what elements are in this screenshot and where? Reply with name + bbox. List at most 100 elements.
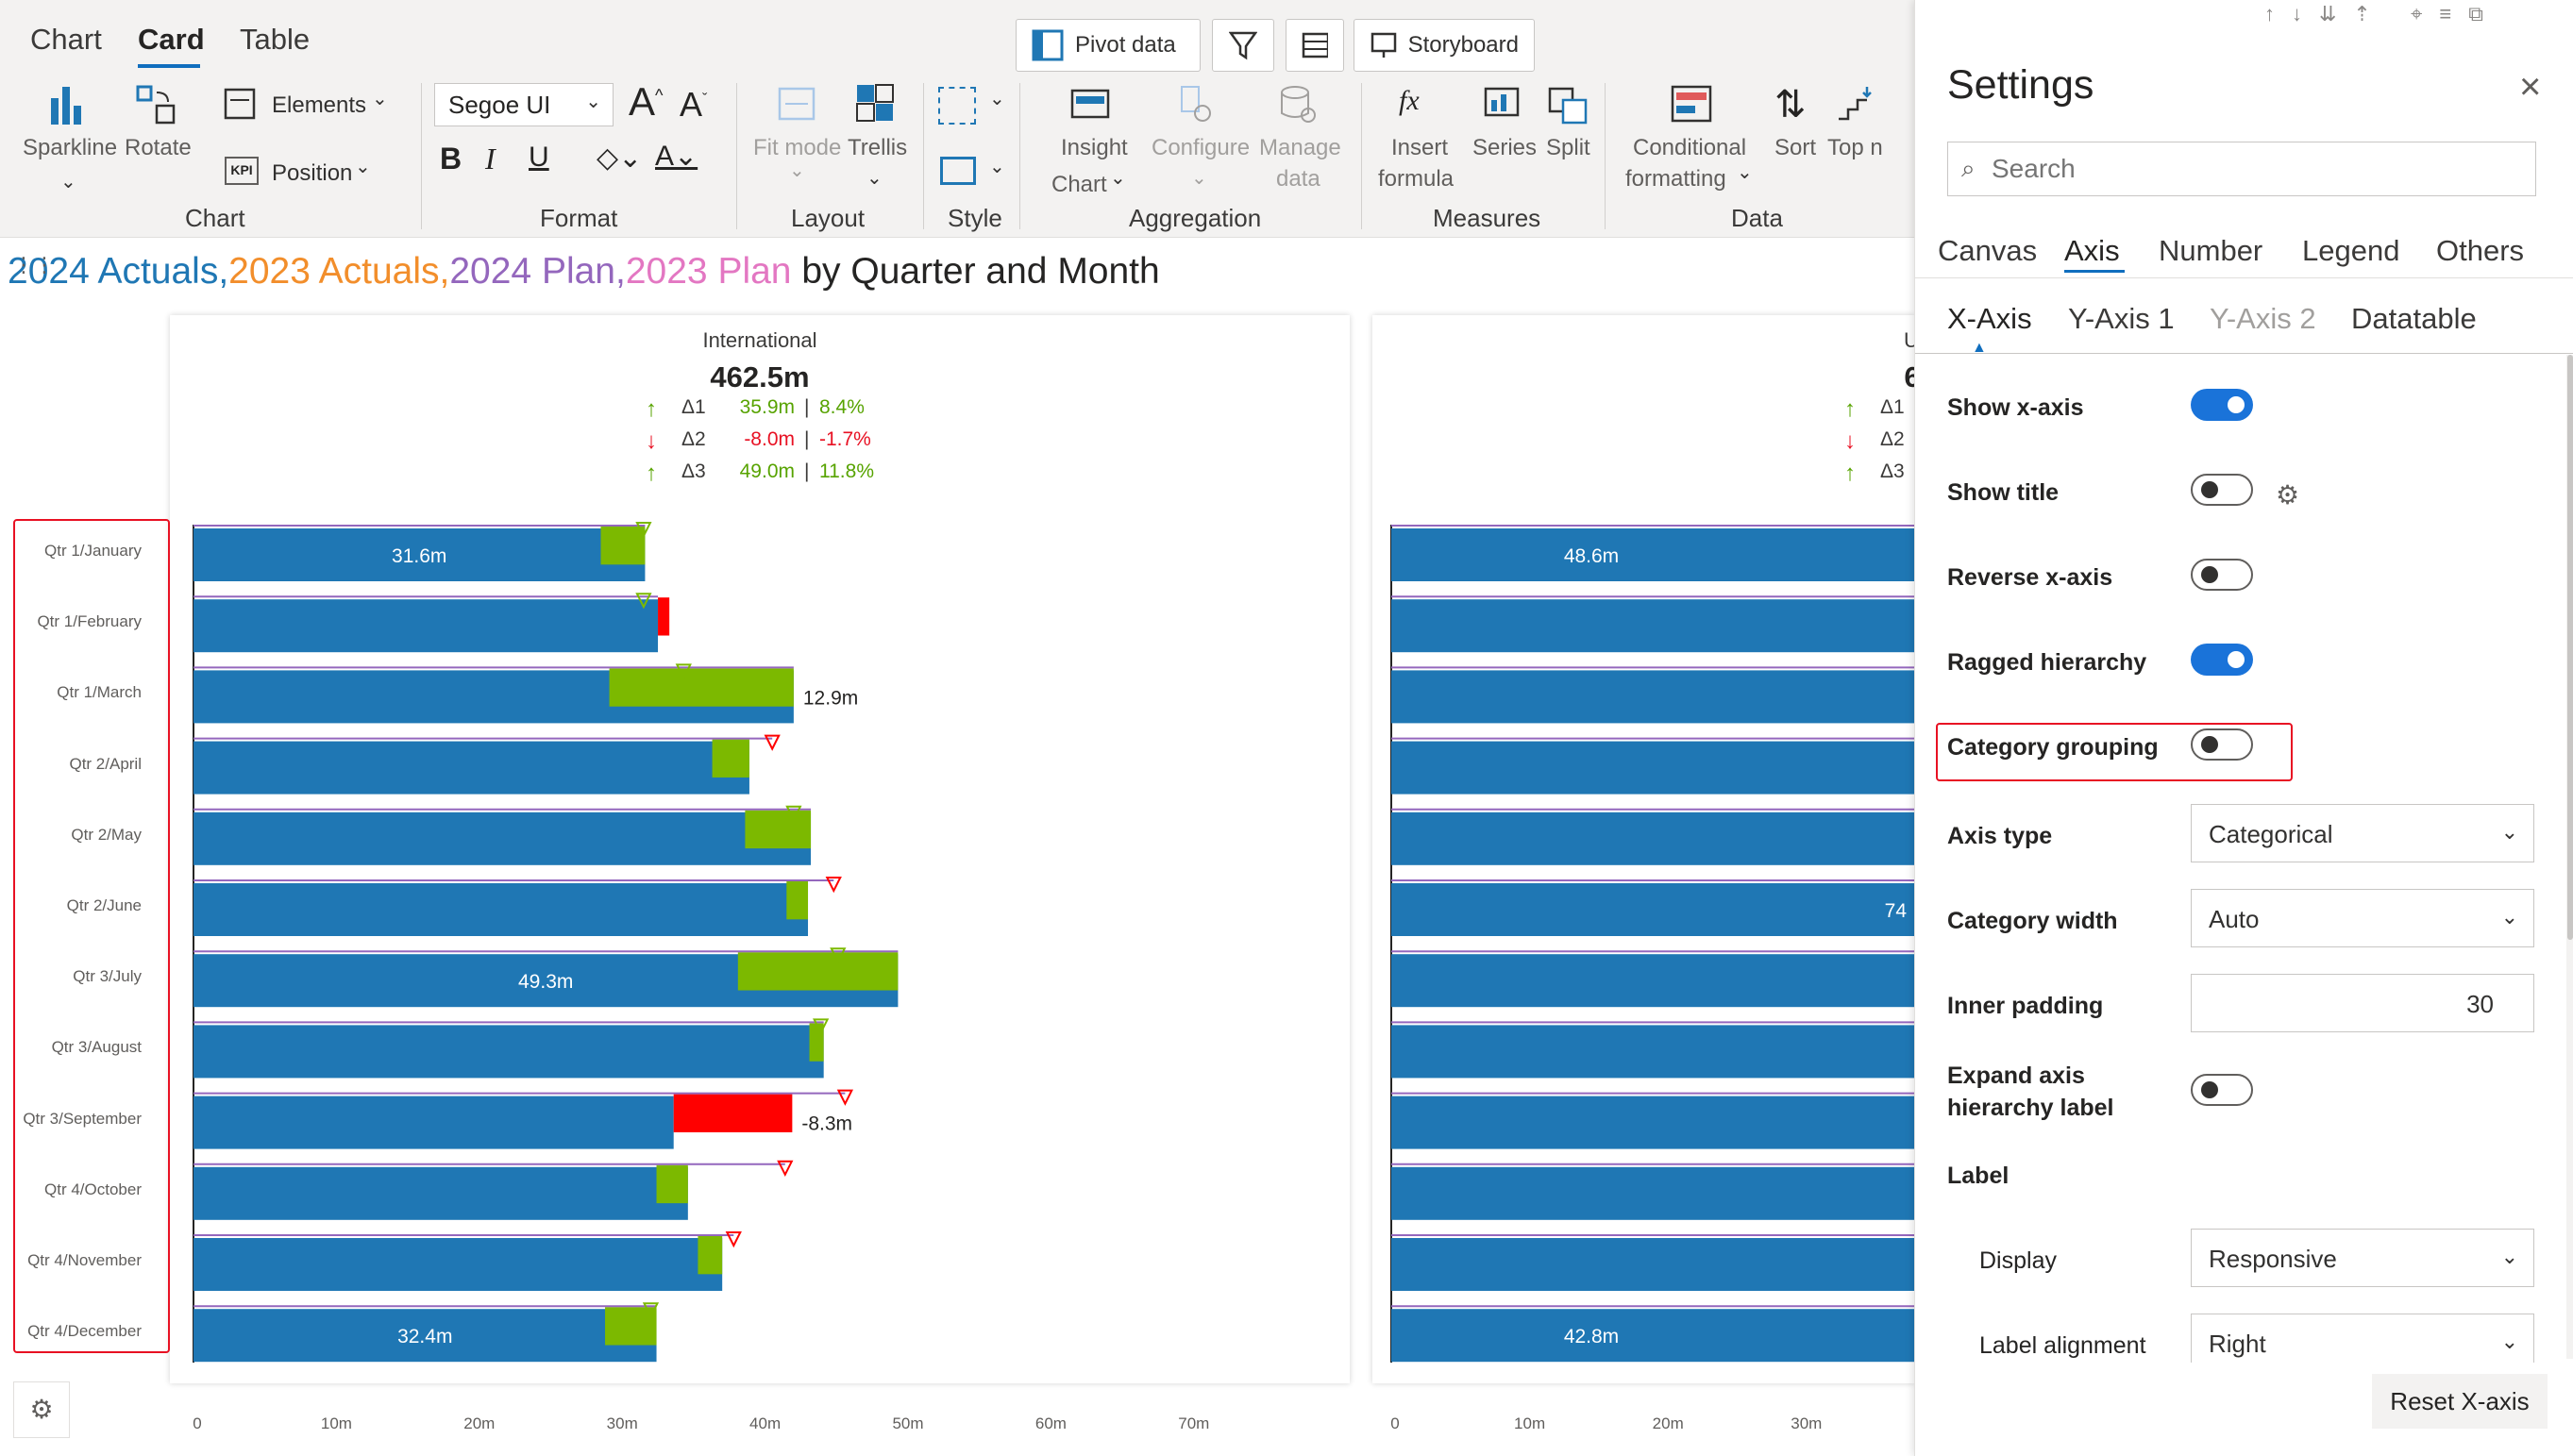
setting-toggle[interactable]	[2191, 644, 2253, 676]
subtab-datatable[interactable]: Datatable	[2351, 302, 2477, 335]
font-family-select[interactable]: Segoe UI ⌄	[434, 83, 614, 126]
settings-scrollbar[interactable]	[2566, 355, 2573, 1359]
position-label[interactable]: Position	[272, 160, 353, 186]
data-label: -8.3m	[801, 1113, 852, 1135]
split-button[interactable]	[1548, 87, 1588, 129]
elements-button[interactable]	[223, 87, 259, 127]
storyboard-icon	[1371, 32, 1397, 58]
rotate-button[interactable]	[136, 83, 177, 131]
gridlines-chevron-icon[interactable]: ⌄	[989, 89, 1005, 109]
fill-color-icon[interactable]: ◇⌄	[597, 142, 643, 174]
subtab-x-axis[interactable]: X-Axis	[1947, 302, 2032, 335]
category-label: Qtr 3/July	[73, 967, 142, 986]
conditional-formatting-button[interactable]	[1671, 85, 1712, 129]
trellis-chevron-icon[interactable]: ⌄	[866, 168, 883, 189]
sparkline-button[interactable]	[45, 83, 89, 131]
right-data-label: 74	[1885, 900, 1908, 922]
fit-mode-button[interactable]	[778, 85, 816, 127]
settings-tab-axis[interactable]: Axis	[2064, 234, 2120, 267]
setting-toggle[interactable]	[2191, 474, 2253, 506]
reset-x-axis-button[interactable]: Reset X-axis	[2372, 1374, 2548, 1429]
plan-marker	[785, 805, 802, 823]
settings-tab-legend[interactable]: Legend	[2302, 234, 2400, 267]
series-button[interactable]	[1484, 87, 1522, 129]
tab-table[interactable]: Table	[240, 23, 311, 56]
search-box[interactable]: ⌕	[1947, 142, 2536, 196]
inner-padding-input[interactable]: 30	[2191, 974, 2534, 1032]
expand-axis-toggle[interactable]	[2191, 1074, 2253, 1106]
trellis-button[interactable]	[855, 83, 895, 127]
border-style-icon[interactable]	[940, 157, 976, 185]
storyboard-button[interactable]: Storyboard	[1354, 19, 1535, 72]
chart-mode-label[interactable]: Chart	[1051, 172, 1107, 197]
display-select[interactable]: Responsive ⌄	[2191, 1229, 2534, 1287]
sort-icon[interactable]: ⇅	[1774, 84, 1807, 126]
settings-tab-others[interactable]: Others	[2436, 234, 2525, 267]
split-label: Split	[1546, 135, 1590, 160]
toggle-knob	[2228, 396, 2245, 413]
plan-marker	[813, 1018, 830, 1035]
search-input[interactable]	[1990, 150, 2518, 188]
label-alignment-select[interactable]: Right ⌄	[2191, 1314, 2534, 1363]
font-grow-icon[interactable]: A^	[629, 79, 664, 124]
delta-name: Δ1	[1880, 396, 1905, 418]
delta-absolute: 35.9m	[739, 396, 795, 418]
chevron-down-icon: ⌄	[2500, 905, 2518, 929]
formatting-label[interactable]: formatting	[1625, 166, 1726, 192]
underline-button[interactable]: U	[529, 142, 549, 173]
settings-tab-canvas[interactable]: Canvas	[1938, 234, 2038, 267]
sparkline-chevron-icon[interactable]: ⌄	[60, 172, 76, 192]
insert-label: Insert	[1391, 135, 1449, 160]
subtab-y-axis-1[interactable]: Y-Axis 1	[2068, 302, 2175, 335]
position-chevron-icon[interactable]: ⌄	[355, 157, 371, 177]
setting-toggle[interactable]	[2191, 389, 2253, 421]
formula-icon[interactable]: fx	[1399, 85, 1420, 116]
pivot-data-button[interactable]: Pivot data	[1016, 19, 1201, 72]
settings-tab-number[interactable]: Number	[2159, 234, 2263, 267]
table-edit-button[interactable]	[1286, 19, 1344, 72]
chart-mode-chevron-icon[interactable]: ⌄	[1110, 168, 1126, 189]
drag-handle-icon[interactable]: ⋮⋮	[13, 253, 55, 276]
category-label: Qtr 2/April	[69, 754, 142, 773]
category-width-select[interactable]: Auto ⌄	[2191, 889, 2534, 947]
arrow-up-icon: ↑	[1844, 460, 1856, 486]
elements-chevron-icon[interactable]: ⌄	[372, 89, 388, 109]
data-label: 31.6m	[392, 545, 446, 567]
bold-button[interactable]: B	[440, 142, 462, 176]
delta-separator: |	[804, 396, 810, 418]
database-gear-icon	[1281, 86, 1316, 123]
trellis-icon	[856, 84, 894, 122]
right-bar-actual	[1391, 528, 1914, 581]
filter-button[interactable]	[1212, 19, 1274, 72]
search-icon: ⌕	[1961, 154, 1976, 182]
gridlines-icon[interactable]	[938, 87, 976, 125]
insight-chart-button[interactable]	[1070, 87, 1110, 129]
split-icon	[1548, 87, 1588, 125]
scrollbar-thumb[interactable]	[2567, 355, 2573, 940]
gear-icon[interactable]: ⚙	[2276, 480, 2300, 510]
label-alignment-value: Right	[2209, 1330, 2266, 1358]
panel-toolbar-icons[interactable]: ↑↓⇊⇡ ⌖≡⧉	[2264, 2, 2500, 25]
configure-label: Configure	[1152, 135, 1251, 160]
axis-type-select[interactable]: Categorical ⌄	[2191, 804, 2534, 862]
border-chevron-icon[interactable]: ⌄	[989, 157, 1005, 177]
bar-actual	[193, 1096, 674, 1149]
bar-variance-positive	[698, 1236, 723, 1275]
subtab-caret-icon: ▲	[1972, 340, 1987, 356]
close-icon[interactable]: ×	[2519, 66, 2542, 108]
plan-marker	[764, 734, 781, 751]
pivot-data-label: Pivot data	[1075, 32, 1176, 58]
setting-toggle[interactable]	[2191, 728, 2253, 761]
italic-button[interactable]: I	[485, 142, 496, 176]
tab-chart[interactable]: Chart	[30, 23, 102, 56]
category-label: Qtr 2/May	[71, 825, 142, 844]
top-n-button[interactable]	[1837, 85, 1875, 127]
tab-card[interactable]: Card	[138, 23, 205, 56]
axis-type-value: Categorical	[2209, 820, 2333, 848]
setting-toggle[interactable]	[2191, 559, 2253, 591]
font-shrink-icon[interactable]: Aˇ	[680, 85, 708, 124]
font-color-icon[interactable]: A⌄	[655, 141, 698, 172]
formatting-chevron-icon[interactable]: ⌄	[1737, 162, 1753, 183]
category-label: Qtr 1/March	[57, 683, 142, 702]
chart-settings-icon[interactable]: ⚙	[13, 1381, 70, 1438]
